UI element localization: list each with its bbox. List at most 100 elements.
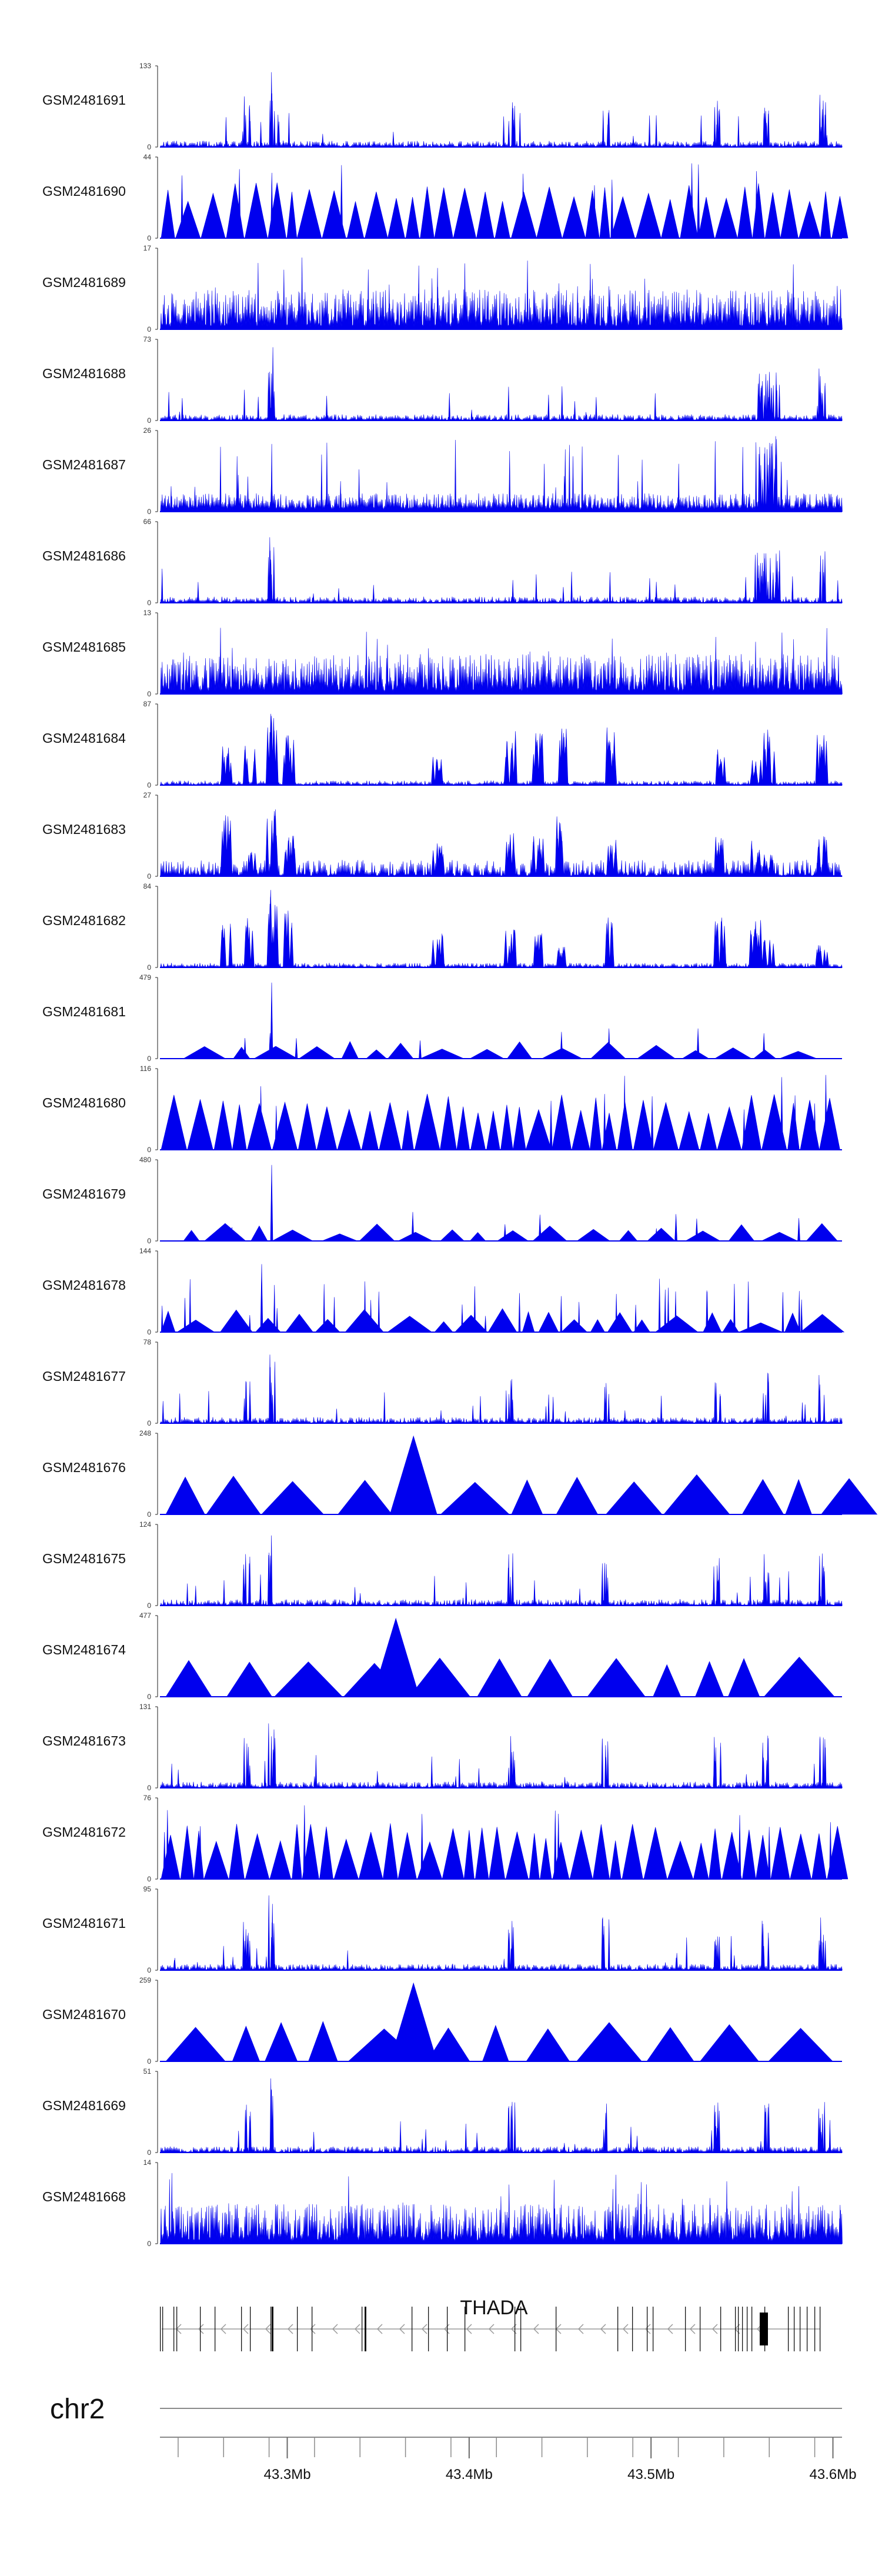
strand-arrow: [354, 2324, 360, 2334]
track-label: GSM2481670: [42, 2007, 126, 2022]
coverage-signal: [161, 1264, 845, 1333]
y-min-label: 0: [147, 234, 151, 242]
coverage-signal: [160, 436, 843, 512]
track-label: GSM2481676: [42, 1460, 126, 1475]
exon: [760, 2313, 768, 2345]
exon: [742, 2307, 743, 2351]
y-max-label: 133: [139, 62, 151, 70]
track-GSM2481668: GSM2481668 14 0: [42, 2158, 843, 2248]
track-label: GSM2481679: [42, 1186, 126, 1202]
y-min-label: 0: [147, 2057, 151, 2066]
exon: [200, 2307, 201, 2351]
axis-tick-label: 43.3Mb: [264, 2467, 311, 2482]
y-min-label: 0: [147, 599, 151, 607]
strand-arrow: [421, 2324, 427, 2334]
exon: [514, 2307, 516, 2351]
y-max-label: 66: [143, 518, 152, 526]
y-max-label: 76: [143, 1794, 152, 1802]
track-GSM2481671: GSM2481671 95 0: [42, 1885, 843, 1974]
track-label: GSM2481687: [42, 457, 126, 472]
strand-arrow: [265, 2324, 271, 2334]
y-max-label: 44: [143, 153, 152, 161]
y-min-label: 0: [147, 143, 151, 151]
coverage-signal: [160, 628, 843, 695]
y-max-label: 13: [143, 609, 152, 617]
exon: [632, 2307, 633, 2351]
strand-arrow: [689, 2324, 696, 2334]
coverage-signal: [160, 1354, 843, 1424]
exon: [735, 2307, 736, 2351]
strand-arrow: [533, 2324, 539, 2334]
strand-arrow: [399, 2324, 405, 2334]
y-max-label: 26: [143, 426, 152, 435]
track-label: GSM2481690: [42, 183, 126, 199]
track-GSM2481672: GSM2481672 76 0: [42, 1794, 848, 1883]
y-min-label: 0: [147, 1328, 151, 1336]
exon: [160, 2307, 161, 2351]
coverage-signal: [160, 537, 843, 603]
chromosome-label: chr2: [50, 2394, 105, 2425]
y-max-label: 259: [139, 1976, 151, 1984]
strand-arrow: [332, 2324, 338, 2334]
track-label: GSM2481683: [42, 822, 126, 837]
strand-arrow: [443, 2324, 450, 2334]
coverage-signal: [182, 982, 817, 1059]
track-GSM2481674: GSM2481674 477 0: [42, 1611, 842, 1701]
strand-arrow: [711, 2324, 718, 2334]
coverage-signal: [165, 1435, 878, 1515]
coverage-signal: [160, 72, 843, 148]
coverage-signal: [160, 1535, 843, 1606]
y-max-label: 248: [139, 1429, 151, 1437]
exon: [365, 2307, 366, 2351]
y-max-label: 87: [143, 700, 152, 708]
y-max-label: 51: [143, 2067, 152, 2076]
strand-arrow: [644, 2324, 651, 2334]
coverage-signal: [160, 890, 843, 968]
y-max-label: 131: [139, 1703, 151, 1711]
track-GSM2481677: GSM2481677 78 0: [42, 1338, 843, 1427]
track-label: GSM2481674: [42, 1642, 126, 1657]
gene-label: THADA: [460, 2297, 528, 2319]
coverage-signal: [160, 713, 843, 786]
gene-model-thada: [160, 2307, 821, 2351]
track-label: GSM2481682: [42, 913, 126, 928]
y-min-label: 0: [147, 1237, 151, 1245]
axis-tick-label: 43.5Mb: [627, 2467, 674, 2482]
y-min-label: 0: [147, 1693, 151, 1701]
track-GSM2481682: GSM2481682 84 0: [42, 882, 843, 972]
track-GSM2481676: GSM2481676 248 0: [42, 1429, 878, 1519]
y-min-label: 0: [147, 1510, 151, 1519]
track-label: GSM2481675: [42, 1551, 126, 1566]
track-GSM2481690: GSM2481690 44 0: [42, 153, 848, 242]
coverage-tracks: GSM2481691 133 0 GSM2481690 44 0 GSM2481689 17 0…: [42, 62, 878, 2248]
coverage-signal: [161, 1805, 848, 1880]
strand-arrow: [287, 2324, 293, 2334]
track-GSM2481681: GSM2481681 479 0: [42, 973, 842, 1063]
exon: [738, 2307, 739, 2351]
y-max-label: 144: [139, 1247, 151, 1255]
axis-tick-label: 43.6Mb: [810, 2467, 857, 2482]
track-GSM2481673: GSM2481673 131 0: [42, 1703, 843, 1792]
track-GSM2481678: GSM2481678 144 0: [42, 1247, 845, 1336]
track-GSM2481688: GSM2481688 73 0: [42, 335, 843, 425]
strand-arrow: [667, 2324, 673, 2334]
axis-tick-label: 43.4Mb: [446, 2467, 493, 2482]
exon: [272, 2307, 273, 2351]
exon: [814, 2307, 816, 2351]
y-max-label: 78: [143, 1338, 152, 1346]
strand-arrow: [376, 2324, 383, 2334]
y-min-label: 0: [147, 325, 151, 333]
strand-arrow: [577, 2324, 584, 2334]
y-min-label: 0: [147, 872, 151, 880]
track-label: GSM2481673: [42, 1733, 126, 1749]
track-GSM2481687: GSM2481687 26 0: [42, 426, 843, 516]
coverage-signal: [160, 1723, 843, 1788]
coverage-signal: [165, 1982, 833, 2062]
track-GSM2481686: GSM2481686 66 0: [42, 518, 843, 607]
track-label: GSM2481671: [42, 1916, 126, 1931]
y-min-label: 0: [147, 2148, 151, 2157]
y-min-label: 0: [147, 1784, 151, 1792]
y-max-label: 477: [139, 1611, 151, 1620]
genomic-axis: chr2 43.3Mb 43.4Mb 43.5Mb 43.6Mb: [50, 2394, 857, 2482]
